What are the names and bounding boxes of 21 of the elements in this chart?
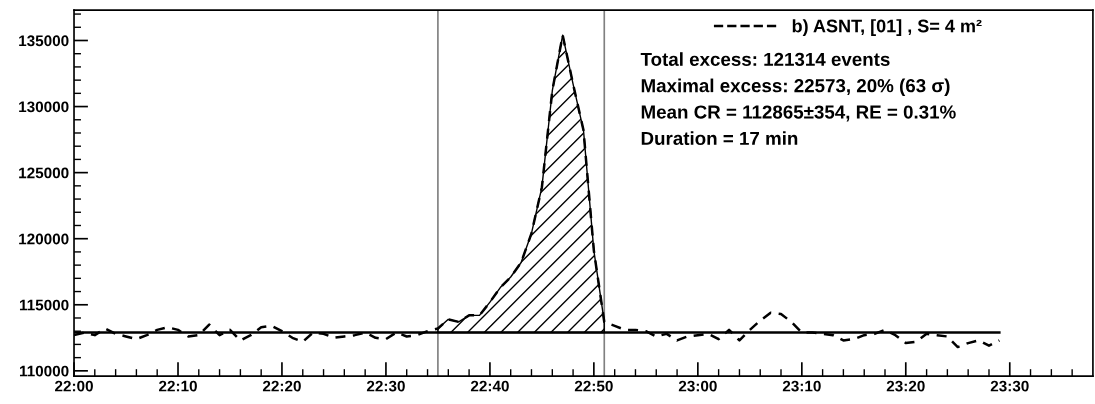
x-tick-label: 22:00	[55, 380, 93, 392]
annotation: Maximal excess: 22573, 20% (63 σ)	[641, 78, 950, 97]
legend-label: b) ASNT, [01] , S= 4 m²	[792, 19, 982, 36]
x-tick-label: 23:10	[782, 380, 821, 392]
x-tick-label: 22:10	[159, 380, 197, 392]
x-tick-label: 22:50	[574, 380, 613, 392]
y-tick-label: 115000	[19, 299, 69, 311]
y-tick-label: 125000	[19, 167, 69, 179]
x-tick-label: 22:20	[262, 380, 301, 392]
x-tick-label: 23:20	[886, 380, 925, 392]
x-tick-label: 22:30	[366, 380, 405, 392]
x-tick-label: 23:30	[990, 380, 1029, 392]
y-tick-label: 135000	[19, 35, 69, 47]
annotation: Duration = 17 min	[641, 131, 798, 146]
annotation: Total excess: 121314 events	[640, 52, 890, 66]
x-tick-label: 23:00	[678, 380, 717, 392]
y-tick-label: 130000	[19, 101, 69, 113]
x-tick-label: 22:40	[470, 380, 509, 392]
y-tick-label: 120000	[19, 233, 69, 245]
annotation: Mean CR = 112865±354, RE = 0.31%	[641, 105, 956, 122]
y-tick-label: 110000	[19, 365, 69, 377]
